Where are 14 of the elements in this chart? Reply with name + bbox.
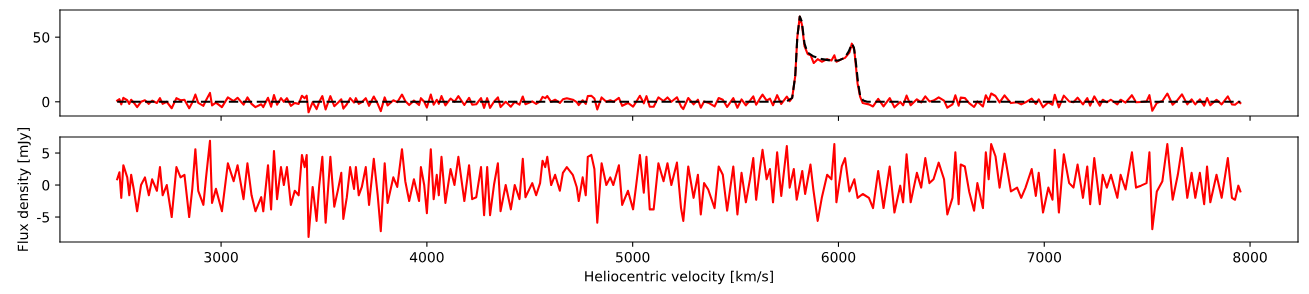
y-tick-label: 50: [33, 32, 50, 43]
x-tick-label: 6000: [821, 251, 856, 263]
y-tick-label: 0: [42, 96, 50, 108]
y-axis-title: Flux density [mJy]: [17, 128, 31, 251]
x-tick-label: 7000: [1027, 251, 1062, 263]
y-tick-label: 5: [42, 148, 50, 159]
x-tick-label: 4000: [409, 251, 444, 263]
x-tick-label: 3000: [204, 251, 238, 263]
y-tick-label: -5: [37, 212, 50, 223]
x-axis-title: Heliocentric velocity [km/s]: [585, 270, 773, 285]
x-tick-label: 5000: [616, 251, 650, 263]
y-tick-label: 0: [42, 180, 50, 191]
line-series: [116, 139, 1242, 238]
x-tick-label: 8000: [1233, 251, 1267, 263]
